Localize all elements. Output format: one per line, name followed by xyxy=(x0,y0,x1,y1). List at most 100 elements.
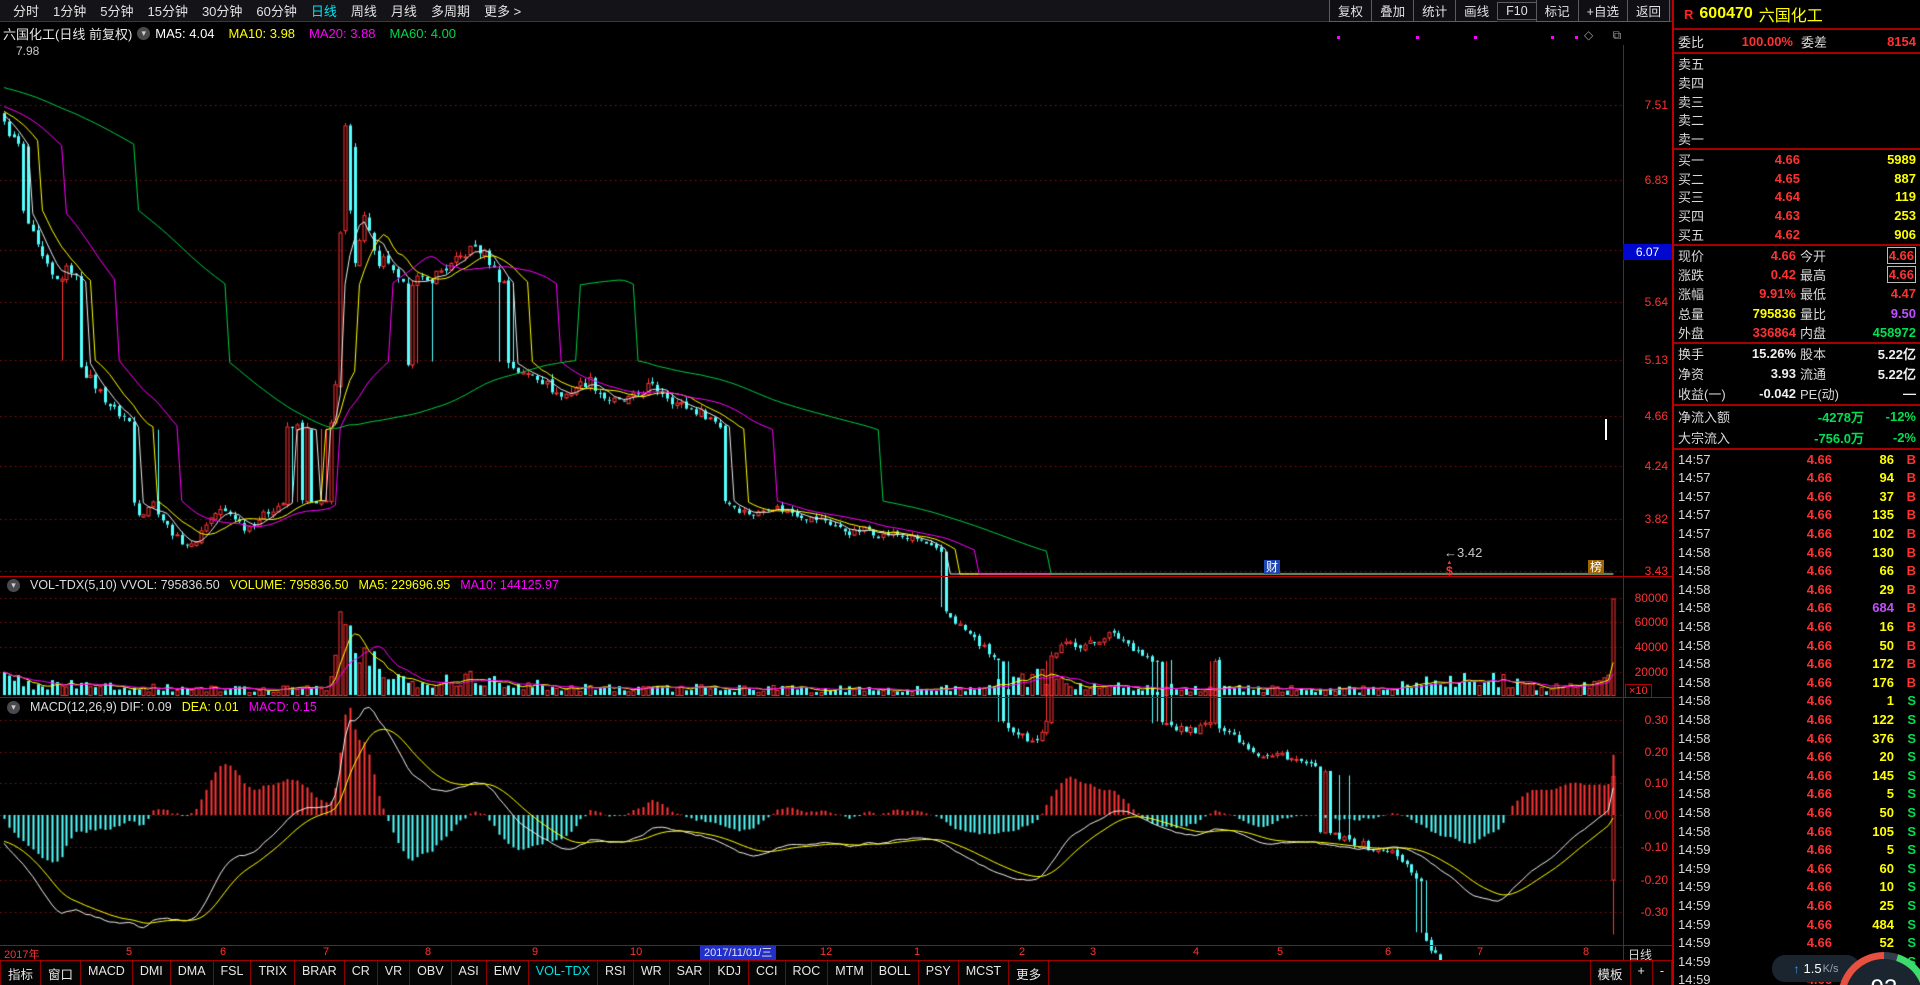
indicator-tab-ROC[interactable]: ROC xyxy=(786,961,829,985)
menu-button-3[interactable]: 画线 xyxy=(1455,0,1498,22)
date-tick-5: 10 xyxy=(630,946,643,958)
period-tab-3[interactable]: 15分钟 xyxy=(147,4,188,19)
selected-date-label: 2017/11/01/三 xyxy=(700,946,777,960)
indicator-tab-更多[interactable]: 更多 xyxy=(1009,961,1050,985)
menu-button-6[interactable]: +自选 xyxy=(1577,0,1627,22)
indicator-tab-PSY[interactable]: PSY xyxy=(919,961,959,985)
menu-button-1[interactable]: 叠加 xyxy=(1371,0,1414,22)
ask-row-3: 卖二 xyxy=(1678,113,1705,129)
chart-title-row: 六国化工(日线 前复权) ▾ MA5: 4.04 MA10: 3.98 MA20: … xyxy=(0,24,1620,42)
gauge-score: 93 xyxy=(1845,959,1920,985)
indicator-tab-MCST[interactable]: MCST xyxy=(959,961,1010,985)
date-tick-6: 12 xyxy=(820,946,833,958)
collapse-chevron-icon[interactable]: ▾ xyxy=(137,26,151,40)
indicator-tab-EMV[interactable]: EMV xyxy=(487,961,529,985)
chart-title: 六国化工(日线 前复权) xyxy=(3,26,133,42)
period-tab-8[interactable]: 月线 xyxy=(390,4,417,19)
menu-button-2[interactable]: 统计 xyxy=(1413,0,1456,22)
money-flow-stats: 净流入额 -4278万 -12% 大宗流入 -756.0万 -2% xyxy=(1674,406,1920,450)
price-axis-tick-1: 6.83 xyxy=(1644,173,1668,187)
volume-collapse-icon[interactable]: ▾ xyxy=(7,578,20,592)
trade-row: 14:58 4.66 122 S xyxy=(1678,712,1916,728)
period-tab-9[interactable]: 多周期 xyxy=(430,4,470,19)
period-tab-2[interactable]: 5分钟 xyxy=(100,4,134,19)
trade-row: 14:58 4.66 130 B xyxy=(1678,544,1916,560)
speed-value: 1.5 xyxy=(1803,961,1822,976)
toolbar-right-1[interactable]: + xyxy=(1631,961,1653,985)
indicator-tab-指标[interactable]: 指标 xyxy=(0,961,42,985)
period-tab-6[interactable]: 日线 xyxy=(310,4,337,19)
indicator-tab-VOL-TDX[interactable]: VOL-TDX xyxy=(529,961,598,985)
indicator-tab-BRAR[interactable]: BRAR xyxy=(295,961,345,985)
ask-row-0: 卖五 xyxy=(1678,56,1705,72)
event-marker-榜[interactable]: 榜 xyxy=(1588,560,1605,574)
indicator-tab-TRIX[interactable]: TRIX xyxy=(251,961,295,985)
price-axis-tick-2: 5.64 xyxy=(1644,295,1668,309)
quote-row-3: 总量 795836 量比 9.50 xyxy=(1678,305,1916,322)
indicator-tab-OBV[interactable]: OBV xyxy=(410,961,452,985)
menu-button-4[interactable]: F10 xyxy=(1497,1,1536,20)
indicator-tab-WR[interactable]: WR xyxy=(634,961,670,985)
macd-header-1: DEA: 0.01 xyxy=(181,700,239,714)
trade-row: 14:58 4.66 50 B xyxy=(1678,637,1916,653)
date-tick-8: 2 xyxy=(1019,946,1026,958)
trade-row: 14:58 4.66 5 S xyxy=(1678,786,1916,802)
macd-axis-tick-6: -0.30 xyxy=(1640,905,1668,919)
stock-name: 六国化工 xyxy=(1758,8,1823,25)
trade-row: 14:59 4.66 5 S xyxy=(1678,842,1916,858)
toolbar-right-2[interactable]: - xyxy=(1653,961,1672,985)
network-speed-widget[interactable]: ↑ 1.5 K/s xyxy=(1772,955,1860,982)
indicator-tab-BOLL[interactable]: BOLL xyxy=(872,961,919,985)
indicator-tab-VR[interactable]: VR xyxy=(378,961,411,985)
trade-row: 14:58 4.66 50 S xyxy=(1678,804,1916,820)
indicator-tab-DMA[interactable]: DMA xyxy=(171,961,214,985)
vol-header-3: MA10: 144125.97 xyxy=(460,578,559,592)
indicator-tab-SAR[interactable]: SAR xyxy=(670,961,711,985)
tick-trade-list[interactable]: 14:57 4.66 86 B 14:57 4.66 94 B 14:57 4.66 37 B 14:5… xyxy=(1674,450,1920,985)
weicha-value: 8154 xyxy=(1887,33,1916,49)
indicator-tab-窗口[interactable]: 窗口 xyxy=(41,961,82,985)
indicator-tab-DMI[interactable]: DMI xyxy=(133,961,171,985)
volume-axis-tick-3: 20000 xyxy=(1634,665,1668,679)
bid-row-0: 买一 4.66 5989 xyxy=(1678,151,1916,168)
event-marker-$[interactable]: ▲ $ xyxy=(1444,560,1455,577)
indicator-tab-RSI[interactable]: RSI xyxy=(598,961,634,985)
period-tab-5[interactable]: 60分钟 xyxy=(256,4,297,19)
toolbar-right-0[interactable]: 模板 xyxy=(1589,961,1631,985)
trade-row: 14:59 4.66 60 S xyxy=(1678,860,1916,876)
ask-row-1: 卖四 xyxy=(1678,75,1705,91)
indicator-tab-ASI[interactable]: ASI xyxy=(452,961,487,985)
indicator-tab-CCI[interactable]: CCI xyxy=(749,961,786,985)
period-tabs: 分时 1分钟 5分钟 15分钟 30分钟 60分钟 日线 周线 月线 多周期 更多 > xyxy=(0,1,528,20)
indicator-tab-MACD[interactable]: MACD xyxy=(81,961,133,985)
period-tab-7[interactable]: 周线 xyxy=(350,4,377,19)
macd-collapse-icon[interactable]: ▾ xyxy=(7,700,20,714)
indicator-tab-CR[interactable]: CR xyxy=(345,961,378,985)
indicator-tab-KDJ[interactable]: KDJ xyxy=(710,961,749,985)
kline-chart-canvas[interactable] xyxy=(0,0,1623,985)
period-tab-0[interactable]: 分时 xyxy=(13,4,40,19)
period-indicator: 日线 xyxy=(1628,948,1653,962)
menu-button-7[interactable]: 返回 xyxy=(1626,0,1670,22)
ask-row-4: 卖一 xyxy=(1678,132,1705,148)
macd-indicator-values: MACD(12,26,9) DIF: 0.09 DEA: 0.01 MACD: 0.… xyxy=(30,700,327,714)
chart-corner-icons[interactable]: ◇ ⧉ xyxy=(1584,28,1630,42)
marker-dollar: $ xyxy=(1446,564,1453,578)
macd-header-0: MACD(12,26,9) DIF: 0.09 xyxy=(30,700,172,714)
date-tick-12: 6 xyxy=(1385,946,1392,958)
period-tab-4[interactable]: 30分钟 xyxy=(201,4,243,19)
indicator-tab-FSL[interactable]: FSL xyxy=(214,961,252,985)
macd-axis-tick-1: 0.20 xyxy=(1644,745,1668,759)
menu-button-5[interactable]: 标记 xyxy=(1535,0,1578,22)
trade-row: 14:58 4.66 66 B xyxy=(1678,563,1916,579)
price-axis-tick-7: 3.43 xyxy=(1644,564,1668,578)
vol-header-0: VOL-TDX(5,10) VVOL: 795836.50 xyxy=(30,578,220,592)
indicator-tab-MTM[interactable]: MTM xyxy=(828,961,872,985)
event-marker-财[interactable]: 财 xyxy=(1264,560,1281,574)
date-tick-7: 1 xyxy=(914,946,921,958)
menu-button-0[interactable]: 复权 xyxy=(1329,0,1372,22)
period-tab-1[interactable]: 1分钟 xyxy=(53,4,87,19)
trade-row: 14:58 4.66 16 B xyxy=(1678,619,1916,635)
event-dot-2 xyxy=(1474,36,1477,39)
period-tab-10[interactable]: 更多 > xyxy=(483,4,522,19)
